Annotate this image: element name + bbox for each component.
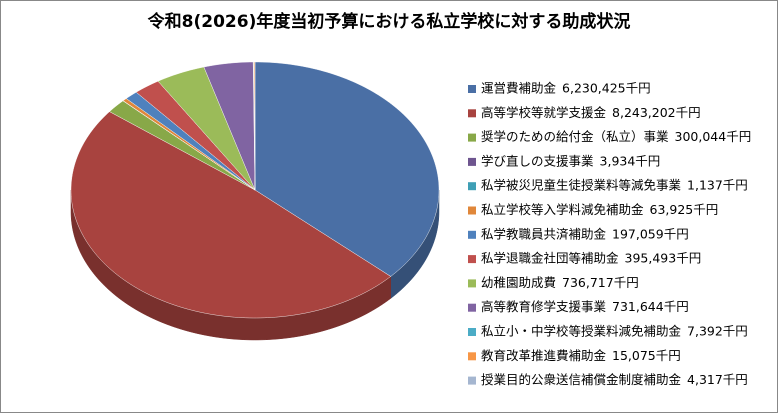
legend-value: 736,717千円 <box>562 275 639 290</box>
legend-label: 幼稚園助成費 <box>481 275 556 290</box>
legend-value: 6,230,425千円 <box>562 81 651 96</box>
legend-value: 1,137千円 <box>687 178 748 193</box>
legend-label: 私学退職金社団等補助金 <box>481 251 619 266</box>
pie-slice <box>254 61 440 277</box>
legend-label: 高等学校等就学支援金 <box>481 105 607 120</box>
legend-label: 授業目的公衆送信補償金制度補助金 <box>481 372 682 387</box>
legend-swatch <box>468 206 476 215</box>
legend-value: 197,059千円 <box>612 226 689 241</box>
pie-slice <box>157 66 256 191</box>
legend-label: 私立学校等入学料減免補助金 <box>481 202 644 217</box>
chart-title: 令和8(2026)年度当初予算における私立学校に対する助成状況 <box>148 11 631 32</box>
legend-swatch <box>468 85 476 93</box>
legend-swatch <box>468 133 476 142</box>
legend-swatch <box>468 376 476 385</box>
legend-value: 63,925千円 <box>650 202 719 217</box>
legend-swatch <box>468 230 476 239</box>
legend-swatch <box>468 279 476 288</box>
legend-value: 15,075千円 <box>612 348 681 363</box>
legend-value: 7,392千円 <box>687 324 748 339</box>
legend-swatch <box>468 157 476 166</box>
pie-slice <box>70 111 392 319</box>
legend-swatch <box>468 328 476 336</box>
legend-value: 300,044千円 <box>675 129 752 144</box>
legend-label: 学び直しの支援事業 <box>481 153 594 168</box>
legend-value: 4,317千円 <box>687 372 748 387</box>
legend-value: 3,934千円 <box>600 153 661 168</box>
legend-swatch <box>468 352 476 361</box>
pie-slice <box>203 61 256 191</box>
legend-value: 395,493千円 <box>625 251 702 266</box>
legend-label: 高等教育修学支援事業 <box>481 299 607 314</box>
legend-label: 奨学のための給付金（私立）事業 <box>481 129 669 144</box>
legend-swatch <box>468 303 476 312</box>
pie-slice <box>109 100 256 191</box>
legend-swatch <box>468 109 476 118</box>
legend-label: 運営費補助金 <box>481 81 557 96</box>
legend-value: 8,243,202千円 <box>612 105 701 120</box>
legend-label: 私学被災児童生徒授業料等減免事業 <box>481 178 682 193</box>
pie-slice <box>135 80 256 191</box>
legend-swatch <box>468 182 476 191</box>
legend-label: 教育改革推進費補助金 <box>481 348 607 363</box>
legend-label: 私学教職員共済補助金 <box>481 226 607 241</box>
legend-swatch <box>468 255 476 264</box>
legend-label: 私立小・中学校等授業料減免補助金 <box>481 324 682 339</box>
legend-value: 731,644千円 <box>612 299 689 314</box>
